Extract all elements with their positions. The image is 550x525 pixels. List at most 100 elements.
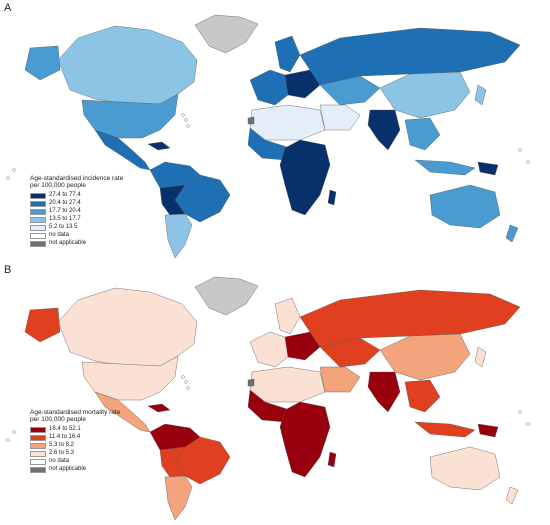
indonesia	[414, 421, 476, 438]
central-africa	[279, 139, 331, 216]
legend-title-line2: per 100,000 people	[30, 181, 87, 189]
panel-label-b: B	[4, 264, 12, 276]
mortality-world-map	[6, 276, 530, 521]
india	[367, 109, 401, 151]
legend-item: 27.4 to 77.4	[30, 192, 123, 200]
mortality-map-panel: B	[0, 262, 550, 525]
legend-swatch	[30, 466, 46, 473]
legend-swatch	[30, 434, 46, 441]
western-sahara	[247, 378, 255, 387]
middle-east	[319, 104, 361, 131]
legend-swatch	[30, 240, 46, 247]
scandinavia	[274, 35, 301, 73]
legend-title: Age-standardised mortality rate per 100,…	[30, 409, 121, 424]
mortality-legend: Age-standardised mortality rate per 100,…	[30, 409, 121, 474]
legend-label: 16.4 to 52.1	[49, 426, 81, 433]
legend-item: 5.2 to 13.5	[30, 224, 123, 232]
legend-swatch	[30, 232, 46, 239]
western-europe	[249, 69, 289, 106]
legend-swatch	[30, 200, 46, 207]
incidence-map-panel: A	[0, 0, 550, 262]
russia	[299, 27, 521, 86]
central-africa	[279, 401, 331, 478]
legend-title-line1: Age-standardised mortality rate	[30, 409, 121, 416]
china	[379, 71, 471, 119]
japan	[474, 346, 487, 368]
greenland	[194, 14, 259, 54]
legend-swatch	[30, 224, 46, 231]
legend-label: 5.2 to 13.5	[49, 224, 78, 231]
australia	[429, 184, 501, 229]
legend-label: 11.4 to 16.4	[49, 434, 81, 441]
legend-item: 17.7 to 20.4	[30, 208, 123, 216]
legend-swatch	[30, 426, 46, 433]
legend-swatch	[30, 216, 46, 223]
australia	[429, 446, 501, 491]
legend-label: no data	[49, 232, 70, 239]
caribbean	[147, 141, 171, 151]
usa	[81, 355, 179, 401]
north-africa	[249, 104, 326, 141]
incidence-legend: Age-standardised incidence rate per 100,…	[30, 175, 124, 248]
legend-label: no data	[49, 458, 70, 465]
legend-item: 2.6 to 5.3	[30, 450, 120, 458]
western-sahara	[247, 116, 255, 125]
central-asia	[319, 75, 381, 106]
legend-item: 11.4 to 16.4	[30, 434, 120, 442]
legend-swatch	[30, 450, 46, 457]
legend-item: 5.3 to 8.2	[30, 442, 120, 450]
legend-label: 2.6 to 5.3	[49, 450, 75, 457]
legend-label: not applicable	[49, 240, 87, 247]
russia	[299, 289, 521, 348]
legend-title-line1: Age-standardised incidence rate	[30, 175, 124, 182]
madagascar	[327, 451, 337, 468]
panel-label-a: A	[4, 2, 12, 14]
legend-item: no data	[30, 458, 120, 466]
middle-east	[319, 366, 361, 393]
western-europe	[249, 331, 289, 368]
china	[379, 333, 471, 381]
legend-swatch	[30, 192, 46, 199]
legend-item: not applicable	[30, 466, 120, 474]
legend-label: 27.4 to 77.4	[49, 192, 81, 199]
legend-swatch	[30, 208, 46, 215]
legend-label: 17.7 to 20.4	[49, 208, 81, 215]
canada	[57, 25, 198, 105]
eastern-europe	[284, 69, 321, 99]
argentina-chile	[164, 475, 193, 521]
southeast-asia	[404, 379, 441, 413]
legend-item: 16.4 to 52.1	[30, 426, 120, 434]
central-asia	[319, 337, 381, 368]
legend-label: not applicable	[49, 466, 87, 473]
southeast-asia	[404, 117, 441, 151]
new-zealand	[505, 486, 519, 505]
legend-item: not applicable	[30, 240, 123, 248]
argentina-chile	[164, 213, 193, 259]
scandinavia	[274, 297, 301, 335]
caribbean	[147, 403, 171, 413]
legend-label: 20.4 to 27.4	[49, 200, 81, 207]
alaska	[24, 307, 61, 343]
papua	[477, 423, 499, 438]
legend-title: Age-standardised incidence rate per 100,…	[30, 175, 124, 190]
greenland	[194, 276, 259, 316]
eastern-europe	[284, 331, 321, 361]
legend-item: no data	[30, 232, 123, 240]
legend-item: 13.5 to 17.7	[30, 216, 123, 224]
incidence-world-map	[6, 14, 530, 259]
legend-swatch	[30, 458, 46, 465]
alaska	[24, 45, 61, 81]
legend-title-line2: per 100,000 people	[30, 415, 87, 423]
legend-label: 13.5 to 17.7	[49, 216, 81, 223]
madagascar	[327, 189, 337, 206]
north-africa	[249, 366, 326, 403]
indonesia	[414, 159, 476, 176]
canada	[57, 287, 198, 367]
japan	[474, 84, 487, 106]
legend-item: 20.4 to 27.4	[30, 200, 123, 208]
usa	[81, 93, 179, 139]
legend-swatch	[30, 442, 46, 449]
legend-label: 5.3 to 8.2	[49, 442, 75, 449]
new-zealand	[505, 224, 519, 243]
papua	[477, 161, 499, 176]
